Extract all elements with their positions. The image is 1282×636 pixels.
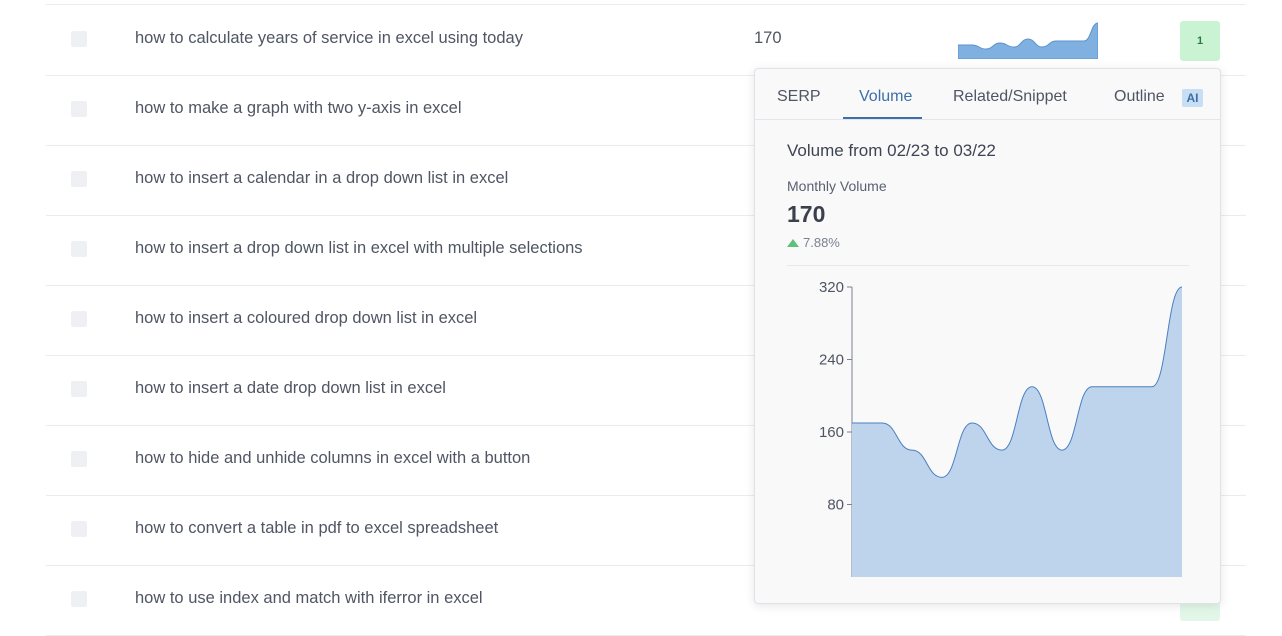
section-divider bbox=[787, 265, 1189, 266]
tab-related-snippet[interactable]: Related/Snippet bbox=[953, 88, 1067, 106]
row-checkbox[interactable] bbox=[71, 171, 87, 187]
ai-badge: AI bbox=[1182, 89, 1203, 107]
keyword-text[interactable]: how to use index and match with iferror … bbox=[135, 589, 483, 608]
keyword-text[interactable]: how to insert a drop down list in excel … bbox=[135, 239, 583, 258]
keyword-text[interactable]: how to calculate years of service in exc… bbox=[135, 29, 523, 48]
row-checkbox[interactable] bbox=[71, 381, 87, 397]
keyword-text[interactable]: how to insert a date drop down list in e… bbox=[135, 379, 446, 398]
y-tick-label: 80 bbox=[827, 497, 844, 514]
y-tick-label: 320 bbox=[819, 279, 844, 296]
volume-chart: 320 240 160 80 bbox=[755, 269, 1220, 599]
trend-sparkline bbox=[958, 19, 1098, 59]
volume-change: 7.88% bbox=[787, 235, 840, 250]
row-checkbox[interactable] bbox=[71, 241, 87, 257]
row-checkbox[interactable] bbox=[71, 521, 87, 537]
keyword-text[interactable]: how to insert a calendar in a drop down … bbox=[135, 169, 508, 188]
row-checkbox[interactable] bbox=[71, 31, 87, 47]
keyword-text[interactable]: how to convert a table in pdf to excel s… bbox=[135, 519, 498, 538]
tab-serp[interactable]: SERP bbox=[777, 88, 821, 106]
volume-value: 170 bbox=[754, 29, 782, 48]
keyword-details-popup: SERP Volume Related/Snippet Outline AI V… bbox=[754, 68, 1221, 604]
keyword-text[interactable]: how to insert a coloured drop down list … bbox=[135, 309, 477, 328]
y-tick-label: 240 bbox=[819, 352, 844, 369]
y-tick-label: 160 bbox=[819, 424, 844, 441]
row-checkbox[interactable] bbox=[71, 311, 87, 327]
sparkline-area bbox=[958, 23, 1098, 59]
volume-change-value: 7.88% bbox=[803, 235, 840, 250]
popup-tabs: SERP Volume Related/Snippet Outline AI bbox=[755, 69, 1220, 120]
trend-up-icon bbox=[787, 239, 799, 247]
table-row[interactable]: how to calculate years of service in exc… bbox=[46, 5, 1246, 76]
row-checkbox[interactable] bbox=[71, 591, 87, 607]
keyword-text[interactable]: how to make a graph with two y-axis in e… bbox=[135, 99, 461, 118]
tab-outline[interactable]: Outline bbox=[1114, 88, 1165, 106]
keyword-text[interactable]: how to hide and unhide columns in excel … bbox=[135, 449, 530, 468]
monthly-volume-label: Monthly Volume bbox=[787, 178, 887, 194]
monthly-volume-value: 170 bbox=[787, 201, 825, 228]
tab-volume[interactable]: Volume bbox=[859, 88, 912, 106]
volume-area bbox=[852, 287, 1182, 577]
kd-badge: 1 bbox=[1180, 21, 1220, 61]
volume-range-title: Volume from 02/23 to 03/22 bbox=[787, 141, 996, 161]
row-checkbox[interactable] bbox=[71, 451, 87, 467]
row-checkbox[interactable] bbox=[71, 101, 87, 117]
active-tab-indicator bbox=[843, 117, 922, 119]
